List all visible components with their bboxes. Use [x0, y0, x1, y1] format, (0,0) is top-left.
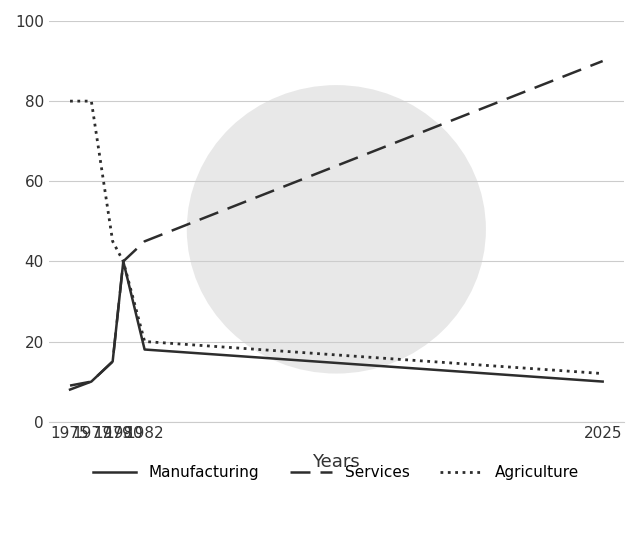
X-axis label: Years: Years [312, 452, 360, 470]
Ellipse shape [187, 85, 486, 373]
Legend: Manufacturing, Services, Agriculture: Manufacturing, Services, Agriculture [87, 459, 586, 486]
